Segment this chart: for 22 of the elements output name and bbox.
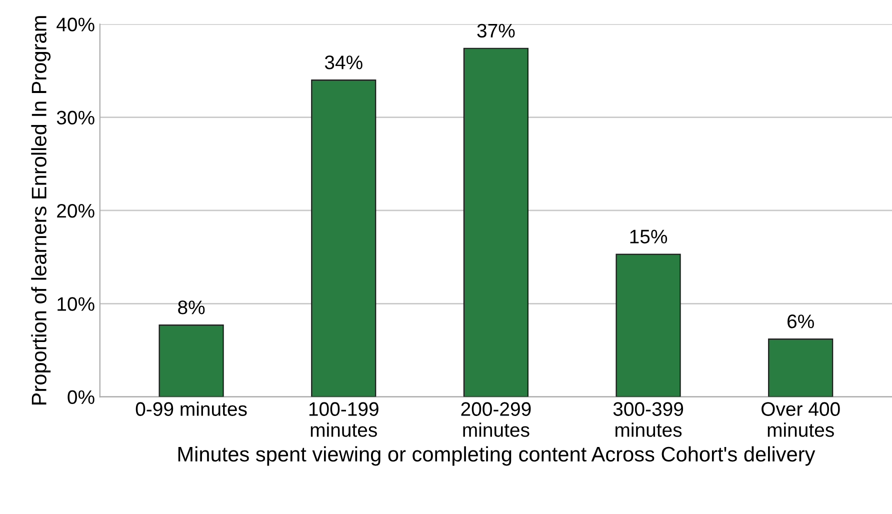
bar	[311, 80, 376, 397]
y-tick-label: 40%	[56, 18, 94, 32]
data-label: 37%	[477, 24, 515, 38]
x-tick-label: 200-299 minutes	[461, 402, 531, 437]
y-tick-label: 10%	[58, 297, 94, 311]
bar	[158, 324, 224, 397]
y-axis-title: Proportion of learners Enrolled In Program	[31, 16, 51, 404]
data-label: 8%	[178, 300, 205, 314]
data-label: 15%	[630, 230, 668, 244]
bar	[463, 48, 528, 397]
x-axis-title: Minutes spent viewing or completing content Across Cohort's delivery	[178, 446, 816, 466]
data-label: 6%	[788, 314, 814, 328]
y-tick-label: 30%	[56, 110, 94, 125]
y-tick-label: 20%	[57, 204, 94, 218]
x-tick-label: 0-99 minutes	[136, 402, 247, 416]
x-tick-label: 300-399 minutes	[613, 402, 684, 437]
y-tick-label: 0%	[68, 390, 94, 404]
x-tick-label: Over 400 minutes	[762, 402, 840, 437]
bar	[768, 338, 834, 397]
data-label: 34%	[324, 56, 362, 70]
bar	[616, 254, 681, 397]
x-tick-label: 100-199 minutes	[309, 402, 378, 437]
